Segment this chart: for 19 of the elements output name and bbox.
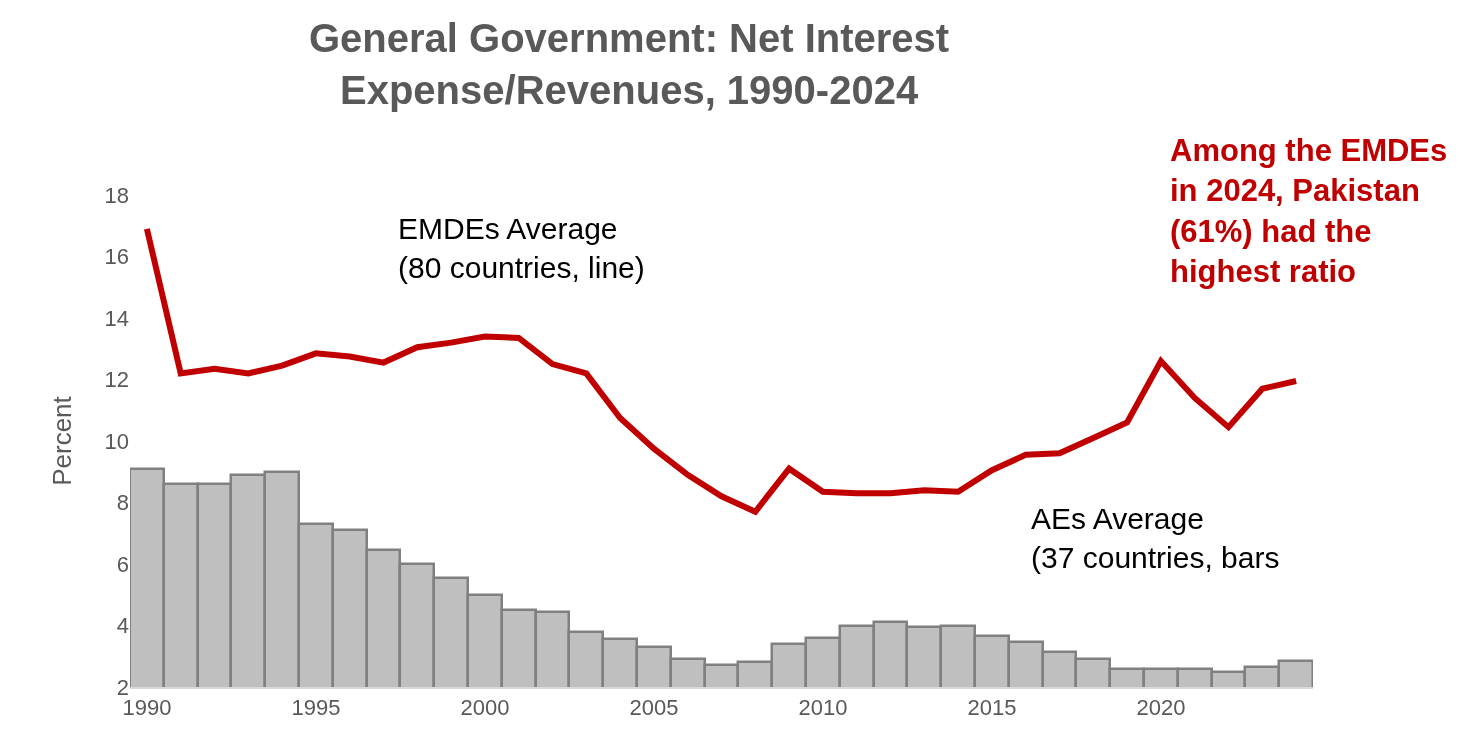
annotation: Among the EMDEs in 2024, Pakistan (61%) had the highest ratio [1170, 133, 1448, 289]
x-tick-label: 2015 [967, 695, 1017, 721]
y-tick-label: 12 [104, 367, 129, 393]
y-tick-label: 4 [116, 613, 129, 639]
y-tick-label: 18 [104, 182, 129, 208]
x-tick-label: 1995 [291, 695, 341, 721]
x-tick-label: 2000 [460, 695, 510, 721]
y-axis-title: Percent [46, 395, 77, 486]
annotation: AEs Average (37 countries, bars [1031, 502, 1280, 574]
x-tick-label: 2010 [798, 695, 848, 721]
y-tick-label: 16 [104, 244, 129, 270]
x-tick-label: 2005 [629, 695, 679, 721]
y-tick-label: 6 [116, 551, 129, 577]
y-tick-label: 8 [116, 490, 129, 516]
chart-title: General Government: Net Interest Expense/Revenues, 1990-2024 [309, 16, 950, 113]
x-tick-label: 2020 [1136, 695, 1186, 721]
annotation: EMDEs Average (80 countries, line) [398, 212, 645, 284]
y-tick-label: 14 [104, 305, 129, 331]
y-tick-label: 10 [104, 428, 129, 454]
